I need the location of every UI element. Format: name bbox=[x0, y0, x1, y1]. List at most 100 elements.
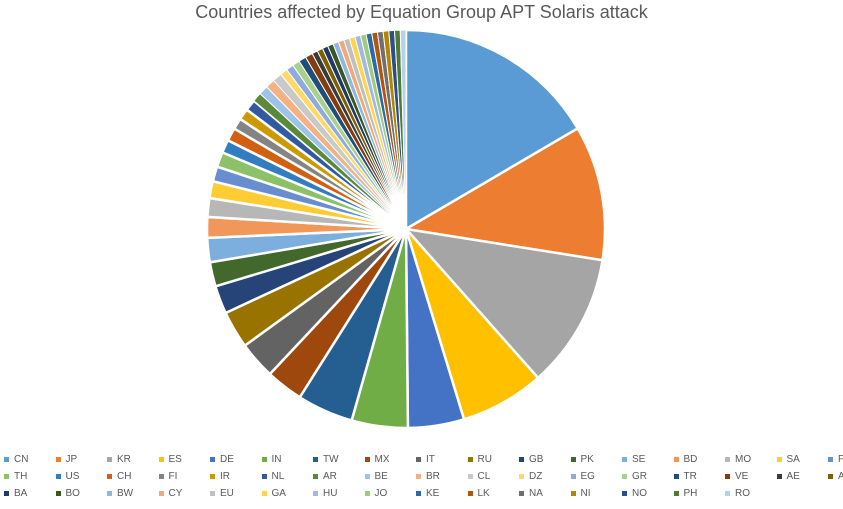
legend-label: EG bbox=[580, 471, 595, 482]
legend-label: VE bbox=[735, 471, 749, 482]
legend-swatch bbox=[416, 491, 421, 496]
legend-item-se: SE bbox=[622, 454, 645, 465]
legend-label: KE bbox=[426, 488, 440, 499]
legend-item-in: IN bbox=[261, 454, 282, 465]
legend-swatch bbox=[570, 474, 576, 479]
legend-swatch bbox=[725, 457, 730, 462]
legend-label: KR bbox=[117, 454, 131, 465]
legend-label: SE bbox=[632, 454, 646, 465]
legend-swatch bbox=[210, 491, 215, 496]
legend-swatch bbox=[4, 491, 9, 496]
legend-swatch bbox=[416, 457, 421, 462]
legend-label: AR bbox=[323, 471, 337, 482]
legend-label: BW bbox=[117, 488, 134, 499]
legend-swatch bbox=[364, 491, 370, 496]
legend-label: JP bbox=[65, 454, 78, 465]
legend-item-bw: BW bbox=[107, 488, 133, 499]
legend-label: CH bbox=[117, 471, 132, 482]
legend-item-bd: BD bbox=[673, 454, 697, 465]
legend-item-nl: NL bbox=[261, 471, 285, 482]
legend-label: AT bbox=[838, 471, 843, 482]
legend-item-mx: MX bbox=[364, 454, 390, 465]
legend-label: EU bbox=[220, 488, 234, 499]
legend-swatch bbox=[673, 457, 679, 462]
legend-swatch bbox=[519, 457, 524, 462]
legend-swatch bbox=[725, 474, 730, 479]
legend-item-th: TH bbox=[4, 471, 27, 482]
legend-label: PL bbox=[838, 454, 843, 465]
legend-swatch bbox=[210, 474, 215, 479]
legend-label: BO bbox=[65, 488, 80, 499]
legend-swatch bbox=[364, 457, 370, 462]
legend-label: DZ bbox=[529, 471, 543, 482]
pie-slice-cn bbox=[404, 28, 580, 232]
legend-item-ir: IR bbox=[210, 471, 230, 482]
legend-swatch bbox=[416, 474, 421, 479]
legend-swatch bbox=[107, 474, 112, 479]
legend-item-us: US bbox=[55, 471, 80, 482]
legend-swatch bbox=[776, 474, 782, 479]
legend-swatch bbox=[4, 474, 9, 479]
legend-label: CL bbox=[477, 471, 491, 482]
legend-swatch bbox=[313, 457, 318, 462]
legend-label: PH bbox=[683, 488, 698, 499]
legend-swatch bbox=[519, 474, 524, 479]
legend-item-eg: EG bbox=[570, 471, 595, 482]
legend-swatch bbox=[313, 491, 318, 496]
legend-label: FI bbox=[168, 471, 178, 482]
legend-swatch bbox=[55, 457, 61, 462]
legend-label: NA bbox=[529, 488, 543, 499]
pie-slice-ro bbox=[399, 29, 407, 230]
legend-item-de: DE bbox=[210, 454, 234, 465]
legend-swatch bbox=[828, 457, 833, 462]
pie-slice-jp bbox=[402, 126, 607, 262]
legend-label: BR bbox=[426, 471, 440, 482]
legend-label: IR bbox=[220, 471, 230, 482]
legend-item-tw: TW bbox=[313, 454, 339, 465]
legend-item-ru: RU bbox=[467, 454, 492, 465]
legend-swatch bbox=[725, 491, 730, 496]
legend-swatch bbox=[313, 474, 318, 479]
legend-label: NO bbox=[632, 488, 647, 499]
legend-item-es: ES bbox=[158, 454, 182, 465]
legend-label: GR bbox=[632, 471, 647, 482]
legend-swatch bbox=[828, 474, 833, 479]
legend-item-ga: GA bbox=[261, 488, 286, 499]
legend-item-jp: JP bbox=[55, 454, 78, 465]
legend-item-sa: SA bbox=[776, 454, 800, 465]
legend-label: NL bbox=[271, 471, 285, 482]
legend-label: US bbox=[65, 471, 80, 482]
legend-item-cn: CN bbox=[4, 454, 28, 465]
legend-item-tr: TR bbox=[673, 471, 697, 482]
legend-label: NI bbox=[580, 488, 591, 499]
legend-swatch bbox=[570, 457, 576, 462]
legend-item-ph: PH bbox=[673, 488, 698, 499]
legend-item-cy: CY bbox=[158, 488, 183, 499]
legend-swatch bbox=[467, 474, 473, 479]
legend-swatch bbox=[158, 457, 164, 462]
legend-item-be: BE bbox=[364, 471, 388, 482]
legend-label: HU bbox=[323, 488, 338, 499]
legend-label: IN bbox=[271, 454, 282, 465]
legend-swatch bbox=[467, 491, 473, 496]
legend-item-ae: AE bbox=[776, 471, 800, 482]
legend-label: RU bbox=[477, 454, 492, 465]
legend-item-ch: CH bbox=[107, 471, 131, 482]
pie-slice-kr bbox=[402, 227, 604, 380]
legend-swatch bbox=[622, 474, 627, 479]
legend-swatch bbox=[261, 457, 267, 462]
legend-label: CY bbox=[168, 488, 183, 499]
legend-label: MO bbox=[735, 454, 752, 465]
legend-label: BA bbox=[14, 488, 28, 499]
legend-item-fi: FI bbox=[158, 471, 178, 482]
legend-label: TH bbox=[14, 471, 28, 482]
legend-swatch bbox=[210, 457, 215, 462]
legend-swatch bbox=[776, 457, 782, 462]
legend-item-lk: LK bbox=[467, 488, 490, 499]
legend-item-it: IT bbox=[416, 454, 435, 465]
legend-swatch bbox=[107, 491, 112, 496]
legend-item-jo: JO bbox=[364, 488, 387, 499]
legend-label: LK bbox=[477, 488, 490, 499]
legend-swatch bbox=[519, 491, 524, 496]
legend-label: GA bbox=[271, 488, 286, 499]
